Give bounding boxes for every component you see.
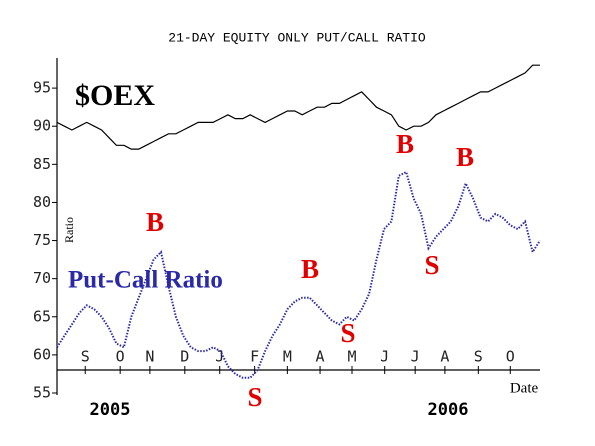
y-tick-label: 80 <box>33 193 51 211</box>
x-tick-label: F <box>250 348 259 366</box>
x-tick-label: M <box>347 348 356 366</box>
x-tick-label: D <box>180 348 189 366</box>
x-tick-label: S <box>81 348 90 366</box>
y-tick-label: 70 <box>33 269 51 287</box>
y-axis-label: Ratio <box>62 217 76 243</box>
y-tick-label: 75 <box>33 231 51 249</box>
year-label: 2006 <box>428 400 469 420</box>
x-tick-label: O <box>506 348 515 366</box>
signal-label: B <box>301 254 319 284</box>
y-tick-label: 65 <box>33 307 51 325</box>
series-label: Put-Call Ratio <box>68 267 223 294</box>
y-tick-label: 60 <box>33 345 51 363</box>
x-tick-label: J <box>380 348 389 366</box>
x-tick-label: S <box>474 348 483 366</box>
x-axis-label: Date <box>510 380 539 396</box>
x-tick-label: A <box>440 348 449 366</box>
signal-label: B <box>146 207 164 237</box>
y-tick-label: 90 <box>33 117 51 135</box>
year-label: 2005 <box>90 400 131 420</box>
y-tick-label: 85 <box>33 155 51 173</box>
signal-label: S <box>424 250 439 280</box>
x-tick-label: A <box>316 348 325 366</box>
signal-label: S <box>247 382 262 412</box>
series-label: $OEX <box>75 79 155 112</box>
y-tick-label: 55 <box>33 384 51 402</box>
x-tick-label: O <box>116 348 125 366</box>
series-line <box>56 64 540 150</box>
chart-title: 21-DAY EQUITY ONLY PUT/CALL RATIO <box>168 30 426 45</box>
x-tick-label: N <box>145 348 154 366</box>
signal-label: B <box>396 129 414 159</box>
x-tick-label: M <box>283 348 292 366</box>
x-tick-label: J <box>411 348 420 366</box>
signal-label: S <box>340 318 355 348</box>
y-tick-label: 95 <box>33 79 51 97</box>
x-tick-label: J <box>215 348 224 366</box>
signal-label: B <box>456 142 474 172</box>
